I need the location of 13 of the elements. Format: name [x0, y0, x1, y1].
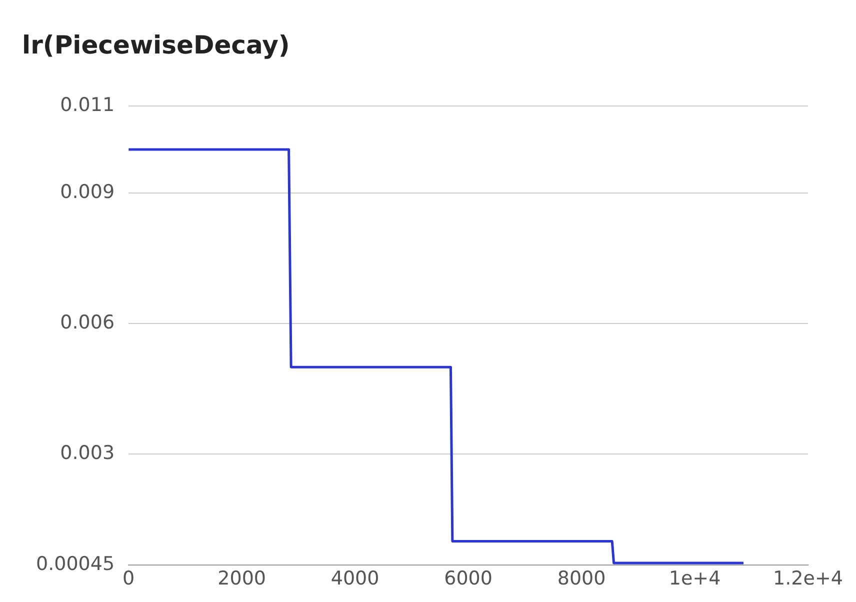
- x-tick-label: 2000: [218, 568, 266, 590]
- y-tick-label: 0.006: [60, 312, 115, 334]
- x-tick-label: 4000: [330, 568, 380, 590]
- x-tick-label: 0: [122, 568, 135, 590]
- x-tick-label: 8000: [557, 568, 606, 590]
- x-tick-label: 1e+4: [668, 568, 721, 590]
- x-tick-label: 1.2e+4: [773, 568, 843, 590]
- y-tick-label: 0.011: [60, 94, 115, 116]
- chart-title: lr(PiecewiseDecay): [22, 30, 290, 60]
- y-tick-label: 0.009: [60, 180, 115, 203]
- x-tick-label: 6000: [444, 568, 492, 590]
- y-tick-label: 0.00045: [36, 553, 115, 576]
- y-tick-label: 0.003: [60, 442, 115, 464]
